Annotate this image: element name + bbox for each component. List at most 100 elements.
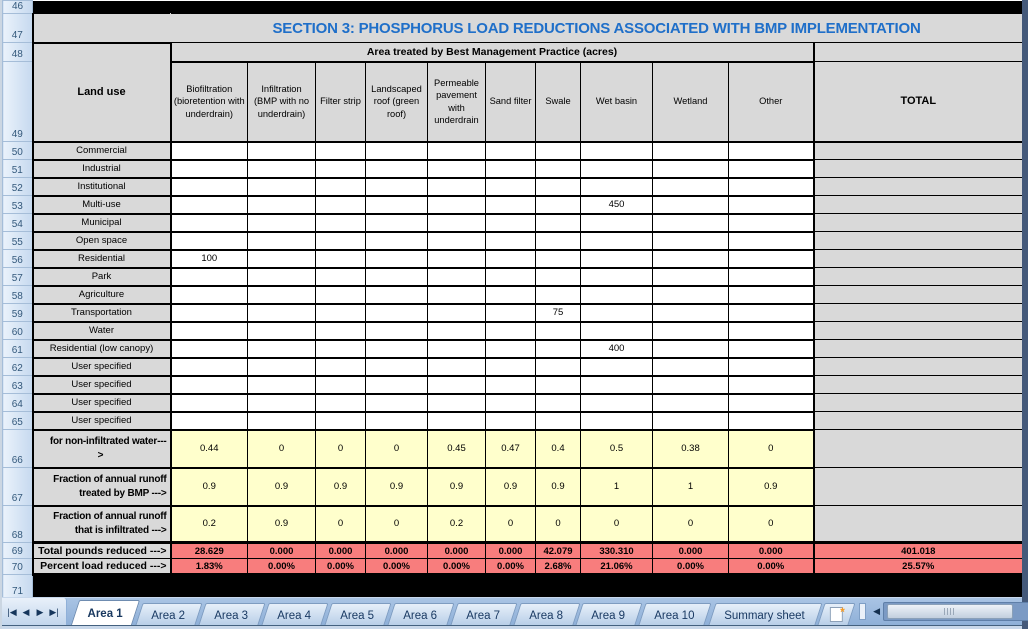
grid-cell[interactable] bbox=[427, 194, 486, 214]
sheet-tab-area-7[interactable]: Area 7 bbox=[450, 603, 518, 625]
input-cell[interactable]: 0 bbox=[365, 428, 428, 468]
tab-scroll-prev-button[interactable]: ◀ bbox=[22, 606, 30, 617]
grid-cell[interactable] bbox=[535, 338, 581, 358]
land-use-label[interactable]: User specified bbox=[31, 392, 172, 412]
insert-worksheet-button[interactable] bbox=[817, 603, 856, 625]
grid-cell[interactable] bbox=[652, 176, 729, 196]
input-cell[interactable]: 0 bbox=[728, 504, 814, 543]
row-header[interactable]: 66 bbox=[2, 429, 33, 468]
grid-cell[interactable] bbox=[315, 374, 366, 394]
grid-cell[interactable] bbox=[247, 212, 316, 232]
bmp-column-header[interactable]: Infiltration (BMP with no underdrain) bbox=[247, 61, 316, 143]
filler-row-cell[interactable] bbox=[32, 0, 1022, 14]
input-cell[interactable]: 0.9 bbox=[365, 466, 428, 506]
grid-cell[interactable] bbox=[580, 356, 653, 376]
grid-cell[interactable] bbox=[315, 194, 366, 214]
land-use-label[interactable]: User specified bbox=[31, 374, 172, 394]
grid-cell[interactable] bbox=[315, 176, 366, 196]
grid-cell[interactable] bbox=[247, 338, 316, 358]
grid-cell[interactable] bbox=[170, 356, 248, 376]
input-cell[interactable]: 0 bbox=[315, 504, 366, 543]
grid-cell[interactable] bbox=[728, 356, 814, 376]
grid-cell[interactable] bbox=[247, 410, 316, 430]
result-total-cell[interactable]: 25.57% bbox=[812, 558, 1022, 576]
input-cell[interactable]: 0 bbox=[728, 428, 814, 468]
result-cell[interactable]: 28.629 bbox=[170, 541, 248, 559]
result-cell[interactable]: 0.00% bbox=[365, 558, 428, 576]
grid-cell[interactable] bbox=[427, 302, 486, 322]
row-header[interactable]: 67 bbox=[2, 467, 33, 506]
grid-cell[interactable] bbox=[427, 374, 486, 394]
grid-cell[interactable] bbox=[365, 176, 428, 196]
input-cell[interactable]: 0 bbox=[580, 504, 653, 543]
grid-cell[interactable] bbox=[485, 194, 536, 214]
grid-cell[interactable] bbox=[580, 176, 653, 196]
grid-cell[interactable] bbox=[535, 356, 581, 376]
row-header[interactable]: 54 bbox=[2, 213, 33, 232]
grid-cell[interactable] bbox=[315, 320, 366, 340]
sheet-tab-area-5[interactable]: Area 5 bbox=[324, 603, 392, 625]
input-cell[interactable]: 0.9 bbox=[315, 466, 366, 506]
total-cell[interactable] bbox=[812, 393, 1022, 412]
grid-cell[interactable] bbox=[728, 176, 814, 196]
grid-cell[interactable] bbox=[315, 338, 366, 358]
land-use-label[interactable]: Industrial bbox=[31, 158, 172, 178]
grid-cell[interactable] bbox=[170, 320, 248, 340]
sheet-tab-area-6[interactable]: Area 6 bbox=[387, 603, 455, 625]
grid-cell[interactable] bbox=[365, 248, 428, 268]
grid-cell[interactable] bbox=[728, 338, 814, 358]
total-cell[interactable] bbox=[812, 467, 1022, 506]
result-total-cell[interactable]: 401.018 bbox=[812, 541, 1022, 559]
row-header[interactable]: 58 bbox=[2, 285, 33, 304]
grid-cell[interactable] bbox=[365, 302, 428, 322]
result-cell[interactable]: 21.06% bbox=[580, 558, 653, 576]
land-use-label[interactable]: User specified bbox=[31, 410, 172, 430]
total-cell[interactable] bbox=[812, 177, 1022, 196]
total-cell[interactable] bbox=[812, 267, 1022, 286]
grid-cell[interactable] bbox=[728, 266, 814, 286]
land-use-label[interactable]: Commercial bbox=[31, 140, 172, 160]
sheet-tab-area-3[interactable]: Area 3 bbox=[198, 603, 266, 625]
grid-cell[interactable] bbox=[652, 248, 729, 268]
bmp-column-header[interactable]: Sand filter bbox=[485, 61, 536, 143]
row-header[interactable]: 49 bbox=[2, 61, 33, 142]
grid-cell[interactable] bbox=[652, 266, 729, 286]
grid-cell[interactable] bbox=[485, 374, 536, 394]
grid-cell[interactable] bbox=[652, 194, 729, 214]
input-cell[interactable]: 0.47 bbox=[485, 428, 536, 468]
tab-scroll-next-button[interactable]: ▶ bbox=[36, 606, 44, 617]
input-cell[interactable]: 0.9 bbox=[535, 466, 581, 506]
grid-cell[interactable] bbox=[315, 248, 366, 268]
grid-cell[interactable] bbox=[535, 266, 581, 286]
grid-cell[interactable] bbox=[427, 266, 486, 286]
grid-cell[interactable] bbox=[427, 158, 486, 178]
grid-cell[interactable] bbox=[580, 284, 653, 304]
input-cell[interactable]: 0.9 bbox=[247, 466, 316, 506]
result-cell[interactable]: 0.000 bbox=[485, 541, 536, 559]
total-cell[interactable] bbox=[812, 357, 1022, 376]
bmp-column-header[interactable]: Filter strip bbox=[315, 61, 366, 143]
factor-row-label[interactable]: Fraction of annual runoff treated by BMP … bbox=[31, 466, 172, 506]
row-header[interactable]: 69 bbox=[2, 542, 33, 559]
grid-cell[interactable] bbox=[652, 392, 729, 412]
sheet-tab-area-8[interactable]: Area 8 bbox=[512, 603, 580, 625]
grid-cell[interactable] bbox=[485, 284, 536, 304]
result-cell[interactable]: 0.00% bbox=[485, 558, 536, 576]
row-header[interactable]: 47 bbox=[2, 13, 33, 43]
total-column-header[interactable]: TOTAL bbox=[812, 61, 1022, 143]
total-cell[interactable] bbox=[812, 321, 1022, 340]
sheet-tab-area-10[interactable]: Area 10 bbox=[638, 603, 713, 625]
row-header[interactable]: 65 bbox=[2, 411, 33, 430]
row-header[interactable]: 51 bbox=[2, 159, 33, 178]
row-header[interactable]: 50 bbox=[2, 141, 33, 160]
grid-cell[interactable] bbox=[170, 392, 248, 412]
grid-cell[interactable] bbox=[427, 392, 486, 412]
grid-cell[interactable] bbox=[315, 212, 366, 232]
result-cell[interactable]: 0.00% bbox=[652, 558, 729, 576]
grid-cell[interactable] bbox=[535, 392, 581, 412]
bmp-column-header[interactable]: Biofiltration (bioretention with underdr… bbox=[170, 61, 248, 143]
result-cell[interactable]: 0.00% bbox=[315, 558, 366, 576]
grid-cell[interactable] bbox=[315, 410, 366, 430]
grid-cell[interactable] bbox=[247, 266, 316, 286]
input-cell[interactable]: 0 bbox=[315, 428, 366, 468]
